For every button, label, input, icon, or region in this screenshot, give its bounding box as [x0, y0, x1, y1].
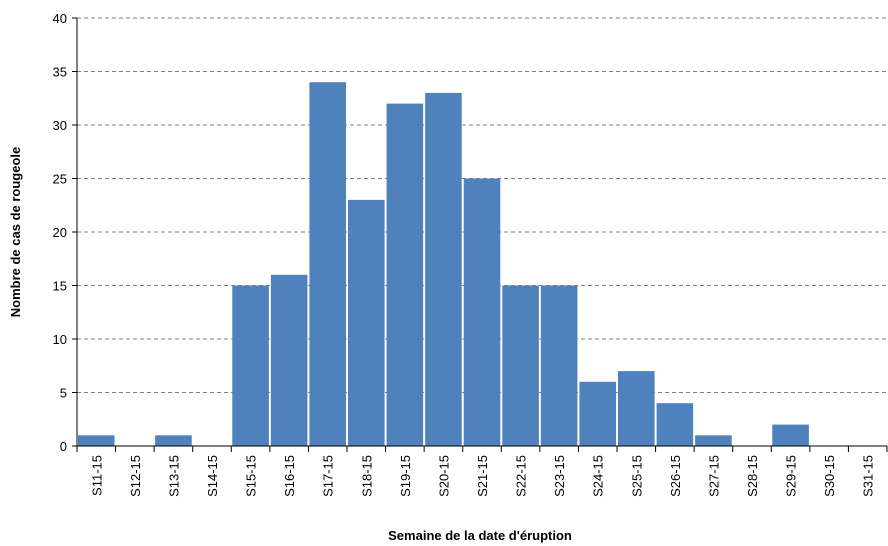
x-tick-label: S26-15	[668, 455, 683, 497]
bar	[579, 381, 616, 446]
bar	[463, 178, 501, 446]
y-tick-label: 40	[53, 11, 67, 26]
x-tick-label: S29-15	[784, 455, 799, 497]
x-tick-label: S17-15	[321, 455, 336, 497]
x-tick-label: S11-15	[89, 455, 104, 496]
bar	[270, 274, 308, 446]
bar	[502, 285, 539, 446]
y-tick-label: 15	[53, 279, 67, 294]
bar	[386, 103, 424, 446]
x-tick-label: S18-15	[359, 455, 374, 497]
bar	[695, 435, 732, 446]
bar	[618, 371, 655, 446]
x-tick-label: S30-15	[822, 455, 837, 497]
bar	[540, 285, 578, 446]
bar	[232, 285, 269, 446]
bar	[425, 92, 462, 447]
y-tick-label: 35	[53, 65, 67, 80]
x-tick-label: S13-15	[166, 455, 181, 497]
x-tick-label: S28-15	[745, 455, 760, 497]
x-tick-label: S23-15	[552, 455, 567, 497]
bar	[348, 199, 385, 446]
bar	[309, 82, 346, 446]
y-tick-label: 20	[53, 225, 67, 240]
bar	[78, 435, 115, 446]
x-tick-label: S21-15	[475, 455, 490, 497]
x-tick-label: S31-15	[861, 455, 876, 497]
y-tick-label: 10	[53, 332, 67, 347]
x-tick-label: S14-15	[205, 455, 220, 497]
x-tick-label: S20-15	[436, 455, 451, 497]
x-tick-label: S15-15	[244, 455, 259, 497]
y-tick-label: 30	[53, 118, 67, 133]
bar	[772, 424, 809, 446]
bar	[656, 403, 694, 446]
x-tick-label: S16-15	[282, 455, 297, 497]
x-tick-label: S22-15	[514, 455, 529, 497]
x-axis-title: Semaine de la date d'éruption	[388, 528, 572, 543]
y-tick-label: 0	[60, 439, 67, 454]
y-tick-label: 25	[53, 172, 67, 187]
y-axis-title: Nombre de cas de rougeole	[8, 147, 23, 318]
bar	[155, 435, 192, 446]
y-tick-label: 5	[60, 386, 67, 401]
x-tick-label: S19-15	[398, 455, 413, 497]
x-tick-label: S24-15	[591, 455, 606, 497]
x-tick-label: S25-15	[629, 455, 644, 497]
x-tick-label: S27-15	[706, 455, 721, 497]
x-tick-label: S12-15	[128, 455, 143, 497]
